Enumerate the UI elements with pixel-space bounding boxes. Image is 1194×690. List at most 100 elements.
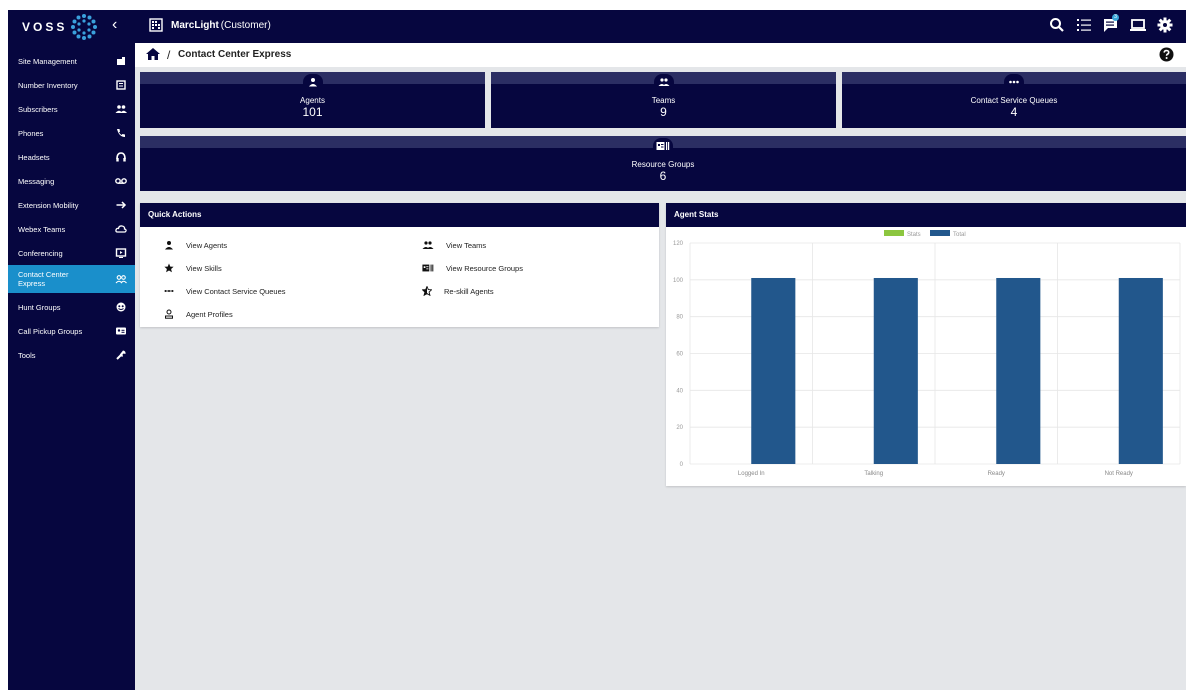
top-bar: VOSS ‹ MarcLight <box>8 10 1186 43</box>
chart-bars <box>751 277 1163 464</box>
sidebar-item-tools[interactable]: Tools <box>8 343 135 367</box>
sidebar-item-label: Hunt Groups <box>18 302 61 312</box>
x-tick-label: Not Ready <box>1105 471 1133 477</box>
bar-total-talking <box>873 277 918 464</box>
sidebar-item-contact-center-express[interactable]: Contact Center Express <box>8 265 135 293</box>
y-tick-label: 100 <box>673 278 684 284</box>
sidebar-item-webex-teams[interactable]: Webex Teams <box>8 217 135 241</box>
headset-circle-icon <box>116 302 126 312</box>
customer-name: MarcLight <box>171 19 219 31</box>
agent-profiles-link[interactable]: Agent Profiles <box>164 309 233 319</box>
people-icon <box>115 105 127 113</box>
view-resource-groups-link[interactable]: View Resource Groups <box>422 263 523 273</box>
quick-action-label: Agent Profiles <box>186 309 233 319</box>
y-tick-label: 0 <box>680 462 684 468</box>
voicemail-icon <box>115 178 127 184</box>
sidebar-item-label: Site Management <box>18 56 77 66</box>
x-tick-label: Ready <box>988 471 1005 477</box>
sidebar-item-label: Messaging <box>18 176 55 186</box>
quick-action-label: View Resource Groups <box>446 263 523 273</box>
tile-label: Agents <box>300 96 325 105</box>
reskill-agents-link[interactable]: Re-skill Agents <box>422 286 494 296</box>
people-icon <box>422 241 434 249</box>
phone-icon <box>117 129 125 137</box>
tile-value: 9 <box>660 105 667 119</box>
contact-card-icon <box>116 327 126 335</box>
book-icon <box>116 80 126 90</box>
breadcrumb: / Contact Center Express <box>135 43 1186 67</box>
sidebar-item-label: Headsets <box>18 152 50 162</box>
tile-value: 4 <box>1010 105 1018 119</box>
people-icon <box>658 78 669 86</box>
legend-label: Total <box>953 232 966 238</box>
tile-icon-cap <box>1004 74 1024 90</box>
chart-y-axis: 0 20 40 60 80 100 120 <box>673 241 684 468</box>
app-frame: VOSS ‹ MarcLight <box>8 10 1186 690</box>
y-tick-label: 120 <box>673 241 684 247</box>
x-tick-label: Logged In <box>738 471 765 477</box>
home-icon[interactable] <box>145 47 161 61</box>
sidebar-item-number-inventory[interactable]: Number Inventory <box>8 73 135 97</box>
quick-actions-panel: Quick Actions View Agents View Teams Vie… <box>140 203 659 327</box>
sidebar-item-hunt-groups[interactable]: Hunt Groups <box>8 295 135 319</box>
sidebar-item-messaging[interactable]: Messaging <box>8 169 135 193</box>
person-icon <box>165 241 173 250</box>
tile-value: 6 <box>659 169 667 183</box>
quick-action-label: View Skills <box>186 263 222 273</box>
quick-action-label: View Contact Service Queues <box>186 286 286 296</box>
person-icon <box>308 78 317 87</box>
view-agents-link[interactable]: View Agents <box>164 240 227 250</box>
collapse-sidebar-icon[interactable]: ‹ <box>112 16 118 33</box>
building-icon <box>117 57 125 65</box>
customer-selector[interactable]: MarcLight (Customer) <box>149 18 271 32</box>
tile-resource-groups[interactable]: Resource Groups 6 <box>140 136 1186 191</box>
bar-total-not-ready <box>1118 277 1163 464</box>
screen-icon <box>115 248 127 258</box>
sidebar-item-label: Call Pickup Groups <box>18 326 83 336</box>
cloud-icon <box>115 225 127 233</box>
agent-stats-panel: Agent Stats Stats Total 0 20 40 60 80 100 120 L… <box>666 203 1186 486</box>
sidebar-item-phones[interactable]: Phones <box>8 121 135 145</box>
sidebar-item-headsets[interactable]: Headsets <box>8 145 135 169</box>
x-tick-label: Talking <box>864 471 883 477</box>
sidebar-item-conferencing[interactable]: Conferencing <box>8 241 135 265</box>
tile-icon-cap <box>653 74 674 90</box>
sidebar-item-subscribers[interactable]: Subscribers <box>8 97 135 121</box>
sidebar: Site Management Number Inventory Subscri… <box>8 43 135 690</box>
view-contact-service-queues-link[interactable]: View Contact Service Queues <box>164 286 286 296</box>
tile-label: Resource Groups <box>631 160 695 169</box>
sidebar-item-label: Number Inventory <box>18 80 78 90</box>
dots-icon <box>164 290 174 292</box>
list-icon[interactable] <box>1075 16 1093 34</box>
sidebar-item-extension-mobility[interactable]: Extension Mobility <box>8 193 135 217</box>
tile-contact-service-queues[interactable]: Contact Service Queues 4 <box>842 72 1186 128</box>
tile-label: Teams <box>651 96 676 105</box>
gear-icon[interactable] <box>1156 16 1174 34</box>
tile-teams[interactable]: Teams 9 <box>491 72 836 128</box>
quick-action-label: Re-skill Agents <box>444 286 494 296</box>
sidebar-item-call-pickup-groups[interactable]: Call Pickup Groups <box>8 319 135 343</box>
agent-stats-title: Agent Stats <box>666 203 1186 227</box>
view-skills-link[interactable]: View Skills <box>164 263 222 273</box>
building-icon <box>149 18 163 32</box>
y-tick-label: 60 <box>676 352 683 358</box>
notifications-button[interactable]: 3 <box>1102 14 1120 34</box>
tile-value: 101 <box>302 105 323 119</box>
legend-label: Stats <box>907 232 921 238</box>
view-teams-link[interactable]: View Teams <box>422 240 486 250</box>
legend-swatch-stats <box>884 230 904 236</box>
help-icon[interactable] <box>1159 47 1174 62</box>
sidebar-item-label: Conferencing <box>18 248 63 258</box>
agent-stats-chart: Stats Total 0 20 40 60 80 100 120 Logged In Talk… <box>673 230 1181 477</box>
laptop-icon[interactable] <box>1129 16 1147 34</box>
search-icon[interactable] <box>1048 16 1066 34</box>
tile-agents[interactable]: Agents 101 <box>140 72 485 128</box>
brand-name: VOSS <box>22 20 68 34</box>
sidebar-item-site-management[interactable]: Site Management <box>8 49 135 73</box>
dots-icon <box>1009 80 1019 84</box>
sidebar-item-label: Extension Mobility <box>18 200 79 210</box>
page-title: Contact Center Express <box>178 49 292 60</box>
group-icon <box>115 275 127 284</box>
y-tick-label: 40 <box>676 388 683 394</box>
chart-legend: Stats Total <box>884 230 966 238</box>
